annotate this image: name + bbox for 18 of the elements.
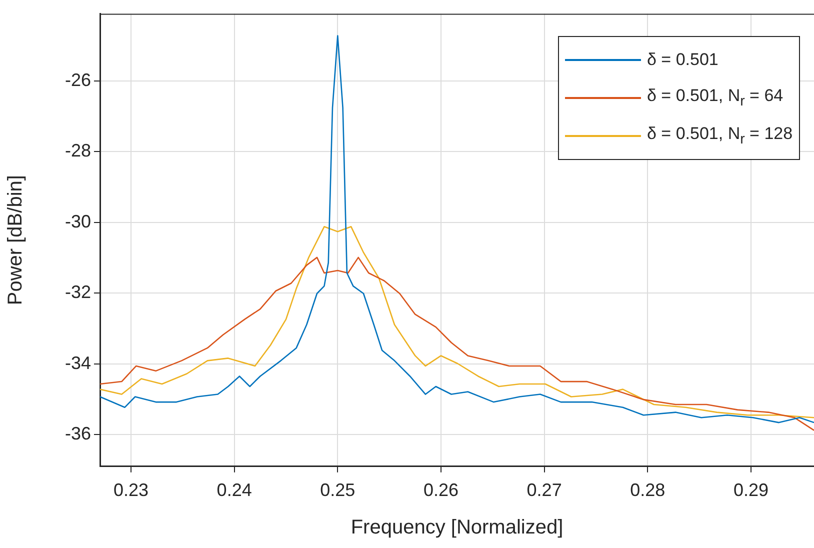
x-axis-title: Frequency [Normalized] — [350, 516, 564, 539]
y-tick-label: -36 — [64, 424, 91, 444]
x-tick-label: 0.27 — [526, 480, 562, 500]
legend-label: δ = 0.501, N$_{r}$ = 128 — [647, 124, 793, 148]
legend-label: δ = 0.501, N$_{r}$ = 64 — [647, 86, 784, 110]
x-tick-label: 0.23 — [113, 480, 149, 500]
y-axis-title: Power [dB/bin] — [4, 175, 27, 306]
y-tick-label: -30 — [64, 211, 91, 232]
legend-label: δ = 0.501 — [647, 50, 718, 70]
x-tick-label: 0.28 — [630, 480, 666, 500]
y-tick-label: -34 — [64, 352, 91, 373]
y-tick-label: -32 — [64, 282, 91, 302]
x-tick-label: 0.25 — [320, 480, 356, 500]
x-tick-label: 0.29 — [733, 480, 768, 500]
x-tick-label: 0.26 — [423, 480, 459, 500]
x-tick-label: 0.24 — [216, 480, 252, 500]
y-tick-label: -26 — [64, 70, 91, 90]
y-tick-label: -28 — [64, 140, 91, 161]
